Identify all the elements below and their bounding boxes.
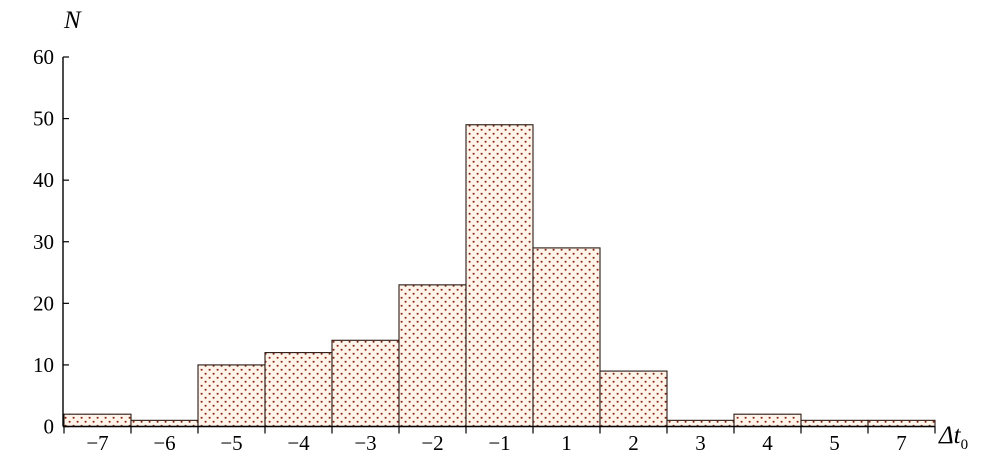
x-axis-title: Δt0 [938,422,968,453]
bar-11 [800,419,869,428]
bar-3 [264,352,333,428]
x-tick-label: −4 [287,431,310,454]
x-tick-label: 5 [829,431,840,454]
x-tick-label: 7 [896,431,907,454]
y-axis-title: N [63,7,82,34]
bar-7 [532,247,601,428]
bar-2 [197,364,266,428]
y-tick-label: 30 [33,230,54,254]
y-tick-label: 10 [33,353,54,377]
bar-1 [130,419,199,428]
y-ticks-group: 0 10 20 30 40 50 60 [33,45,69,439]
x-tick-label: −7 [86,431,108,454]
bar-9 [666,419,735,428]
y-tick-label: 0 [44,415,55,439]
x-tick-label: 1 [561,431,572,454]
bars-group [63,124,936,428]
bar-8 [599,370,668,428]
bar-6 [465,124,534,428]
x-tick-label: 3 [695,431,706,454]
y-tick-label: 50 [33,107,54,131]
bar-12 [867,419,936,428]
x-tick-label: −1 [488,431,510,454]
bar-0 [63,413,132,428]
x-tick-label: −5 [220,431,242,454]
x-tick-label: 4 [762,431,773,454]
x-axis-title-main: Δt [938,422,962,449]
x-ticks-group: −7 −6 −5 −4 −3 −2 −1 1 2 3 4 5 7 [63,426,936,454]
x-tick-label: −3 [354,431,376,454]
x-tick-label: −2 [421,431,443,454]
bar-5 [398,284,467,428]
x-tick-label: −6 [153,431,175,454]
x-tick-label: 2 [628,431,639,454]
bar-10 [733,413,802,428]
y-tick-label: 40 [33,168,54,192]
x-axis-title-subscript: 0 [961,437,969,453]
y-tick-label: 20 [33,291,54,315]
y-tick-label: 60 [33,45,54,69]
bar-4 [331,339,400,428]
